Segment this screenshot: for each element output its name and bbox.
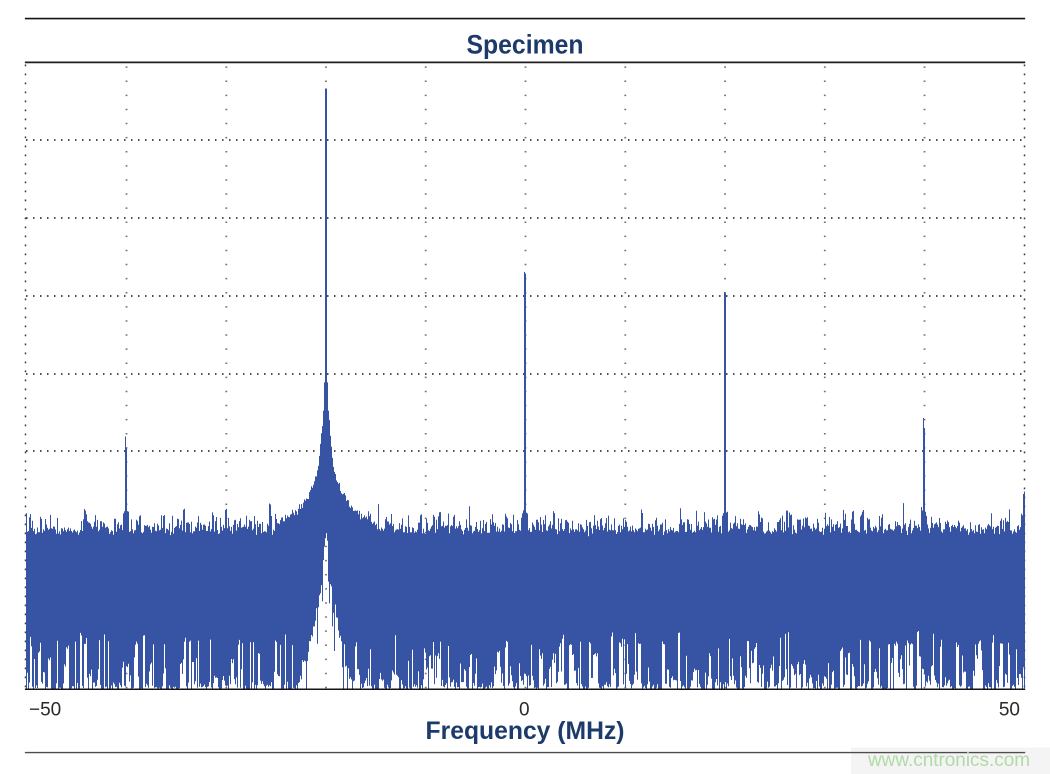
svg-text:Specimen: Specimen (467, 30, 584, 60)
svg-text:Frequency (MHz): Frequency (MHz) (426, 717, 625, 745)
svg-text:−50: −50 (29, 700, 61, 721)
svg-text:0: 0 (519, 700, 530, 721)
svg-text:www.cntronics.com: www.cntronics.com (867, 750, 1030, 771)
svg-text:50: 50 (999, 700, 1020, 721)
